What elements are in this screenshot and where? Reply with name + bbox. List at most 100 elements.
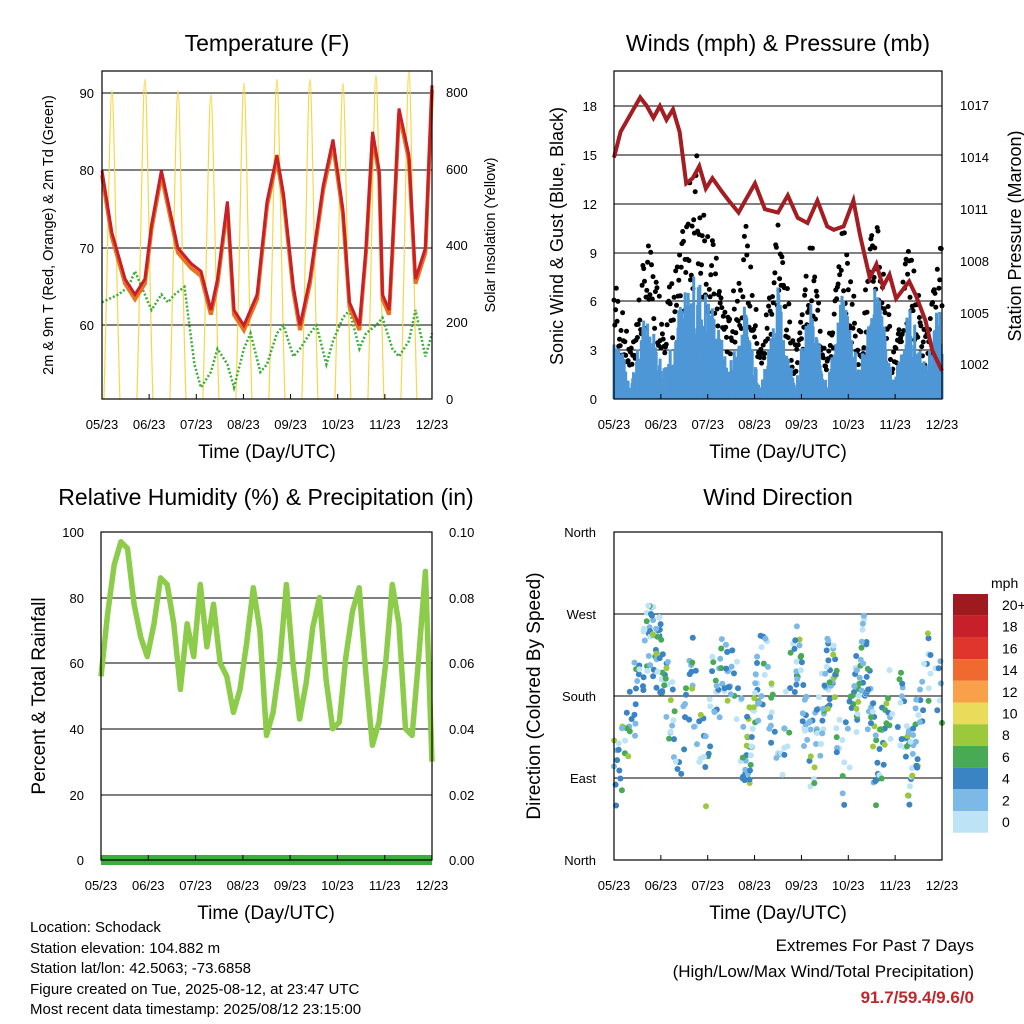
direction-point bbox=[858, 638, 865, 645]
gust-point bbox=[671, 294, 677, 300]
gust-point bbox=[681, 238, 686, 244]
speed-color-legend: mph 20+ 18 16 14 12 10 8 6 4 2 0 bbox=[953, 575, 1024, 833]
direction-point bbox=[902, 753, 909, 760]
direction-point bbox=[622, 737, 629, 744]
direction-point bbox=[710, 659, 717, 666]
legend-color-box bbox=[953, 594, 988, 616]
insolation-day-curve bbox=[235, 82, 253, 400]
temperature-xtick-label: 12/23 bbox=[416, 417, 449, 432]
gust-point bbox=[711, 291, 717, 297]
gust-point bbox=[901, 328, 907, 334]
direction-point bbox=[821, 682, 828, 689]
direction-point bbox=[739, 754, 746, 761]
temperature-ytick: 80 bbox=[80, 163, 94, 178]
legend-color-boxes: 20+ 18 16 14 12 10 8 6 4 2 0 bbox=[953, 594, 1024, 833]
gust-point bbox=[752, 334, 758, 340]
gust-point bbox=[644, 287, 650, 293]
direction-point bbox=[746, 704, 753, 711]
direction-point bbox=[674, 766, 681, 772]
gust-point bbox=[645, 243, 651, 249]
direction-ytick: South bbox=[562, 689, 596, 704]
gust-point bbox=[754, 341, 760, 346]
gust-point bbox=[683, 270, 689, 275]
direction-point bbox=[899, 693, 905, 700]
wind-speed-mark bbox=[746, 336, 749, 399]
direction-point bbox=[653, 650, 660, 657]
direction-point bbox=[912, 705, 919, 712]
gust-point bbox=[651, 316, 657, 322]
direction-point bbox=[880, 761, 887, 768]
direction-point bbox=[647, 662, 654, 669]
direction-point bbox=[791, 645, 798, 652]
gust-point bbox=[685, 221, 691, 227]
direction-point bbox=[632, 720, 639, 727]
gust-point bbox=[821, 345, 827, 351]
gust-point bbox=[787, 319, 793, 325]
gust-point bbox=[882, 310, 888, 316]
gust-point bbox=[615, 298, 621, 304]
wind-speed-mark bbox=[785, 355, 789, 399]
direction-point bbox=[823, 663, 830, 670]
direction-point bbox=[623, 709, 630, 716]
wind-speed-mark bbox=[742, 306, 746, 399]
direction-point bbox=[934, 707, 941, 714]
direction-point bbox=[678, 770, 685, 777]
direction-point bbox=[703, 803, 709, 810]
direction-point bbox=[853, 729, 860, 735]
direction-point bbox=[667, 728, 674, 735]
gust-scatter-series bbox=[611, 153, 945, 377]
gust-point bbox=[664, 322, 670, 328]
gust-point bbox=[920, 339, 926, 345]
direction-point bbox=[886, 667, 893, 674]
figure-created: Figure created on Tue, 2025-08-12, at 23… bbox=[30, 980, 360, 998]
gust-point bbox=[775, 222, 781, 228]
temperature-xlabel: Time (Day/UTC) bbox=[198, 442, 336, 463]
direction-ytick: North bbox=[564, 525, 596, 540]
gust-point bbox=[720, 313, 726, 319]
direction-point bbox=[887, 735, 894, 742]
direction-point bbox=[799, 710, 806, 717]
direction-point bbox=[724, 649, 731, 655]
direction-point bbox=[657, 689, 664, 696]
winds-x-ticks: 05/23 06/23 07/23 08/23 09/23 10/23 11/23 12/23 bbox=[598, 394, 958, 432]
gust-point bbox=[784, 327, 790, 333]
direction-point bbox=[707, 703, 714, 710]
direction-point bbox=[781, 751, 788, 758]
direction-point bbox=[791, 689, 798, 695]
insolation-ytick: 400 bbox=[446, 238, 468, 253]
wind-speed-mark bbox=[844, 309, 848, 399]
direction-point bbox=[935, 665, 942, 672]
direction-point bbox=[921, 660, 928, 667]
direction-point bbox=[822, 670, 829, 677]
direction-point bbox=[799, 718, 806, 725]
direction-point bbox=[672, 758, 679, 765]
direction-point bbox=[872, 732, 879, 739]
gust-point bbox=[785, 335, 791, 341]
direction-point bbox=[683, 685, 689, 692]
direction-point bbox=[644, 667, 651, 674]
gust-point bbox=[788, 357, 794, 363]
direction-point bbox=[752, 671, 759, 678]
gust-point bbox=[809, 245, 815, 251]
gust-point bbox=[881, 306, 887, 312]
direction-xtick-label: 11/23 bbox=[879, 878, 911, 893]
direction-point bbox=[751, 695, 758, 702]
direction-point bbox=[908, 765, 915, 772]
wind-speed-mark bbox=[771, 328, 775, 399]
wind-direction-ylabel: Direction (Colored By Speed) bbox=[524, 572, 545, 819]
direction-point bbox=[711, 709, 718, 715]
pressure-ytick: 1011 bbox=[960, 202, 988, 217]
direction-point bbox=[768, 709, 775, 716]
direction-point bbox=[830, 642, 837, 649]
direction-point bbox=[746, 776, 753, 783]
direction-point bbox=[859, 626, 866, 633]
direction-point bbox=[849, 692, 856, 699]
gust-point bbox=[773, 244, 779, 250]
legend-color-box bbox=[953, 745, 988, 768]
gust-point bbox=[849, 301, 855, 307]
gust-point bbox=[709, 238, 715, 244]
direction-point bbox=[615, 746, 622, 753]
direction-point bbox=[723, 641, 729, 648]
gust-point bbox=[875, 228, 881, 234]
gust-point bbox=[713, 271, 718, 277]
